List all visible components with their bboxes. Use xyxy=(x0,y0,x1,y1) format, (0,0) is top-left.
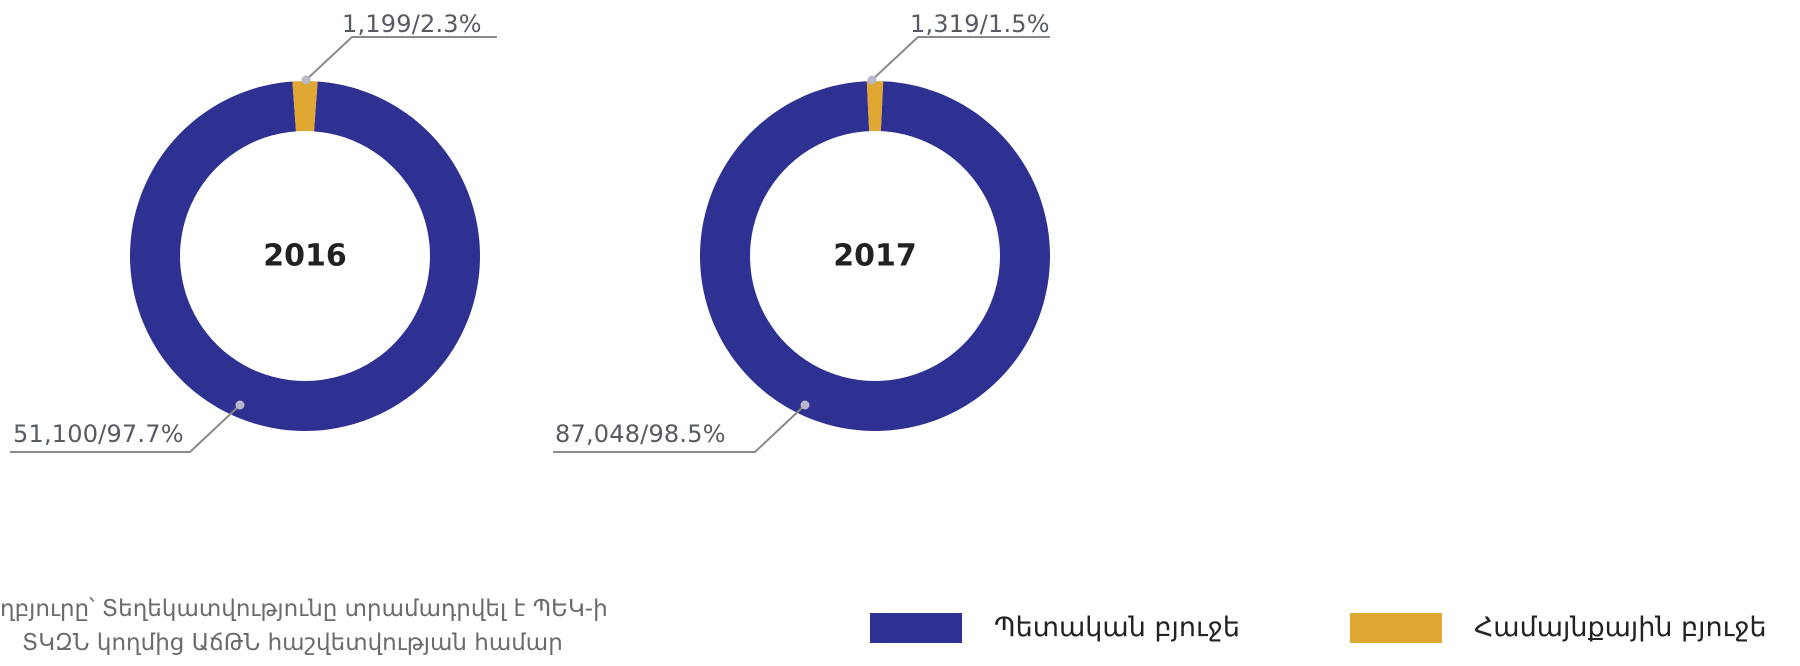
data-label-2016-state: 51,100/97.7% xyxy=(13,420,184,448)
legend-item-community-budget: Համայնքային բյուջե xyxy=(1349,612,1767,643)
slice-2016-community-budget xyxy=(292,81,318,132)
slice-2017-community-budget xyxy=(866,81,884,132)
legend-swatch-community-budget xyxy=(1349,612,1442,643)
donut-chart-2016 xyxy=(10,36,497,453)
data-label-2017-state: 87,048/98.5% xyxy=(555,420,726,448)
donut-chart-2017 xyxy=(553,36,1050,453)
leader-dot-2017-state xyxy=(800,400,810,410)
leader-dot-2016-state xyxy=(235,400,245,410)
legend-swatch-state-budget xyxy=(870,612,962,643)
data-label-2017-community: 1,319/1.5% xyxy=(910,10,1050,38)
leader-dot-2017-community xyxy=(867,75,877,85)
center-label-2017: 2017 xyxy=(833,238,917,274)
center-label-2016: 2016 xyxy=(263,238,347,274)
leader-line-2016-state xyxy=(10,404,241,453)
source-note-line-1: ղբյուրը՝ Տեղեկատվությունը տրամադրվել է Պ… xyxy=(0,596,608,622)
leader-dot-2016-community xyxy=(301,75,311,85)
legend-item-state-budget: Պետական բյուջե xyxy=(870,612,1240,643)
leader-line-2017-state xyxy=(553,404,806,453)
legend-label-state-budget: Պետական բյուջե xyxy=(994,612,1240,643)
source-note-line-2: ՏԿԶՆ կողմից ԱճԹՆ հաշվետվության համար xyxy=(22,630,563,656)
data-label-2016-community: 1,199/2.3% xyxy=(342,10,482,38)
legend-label-community-budget: Համայնքային բյուջե xyxy=(1473,612,1767,643)
leader-line-2017-community xyxy=(871,36,1050,81)
leader-line-2016-community xyxy=(305,36,497,81)
source-note: ղբյուրը՝ Տեղեկատվությունը տրամադրվել է Պ… xyxy=(0,592,720,660)
legend: Պետական բյուջե Համայնքային բյուջե xyxy=(870,612,1767,643)
